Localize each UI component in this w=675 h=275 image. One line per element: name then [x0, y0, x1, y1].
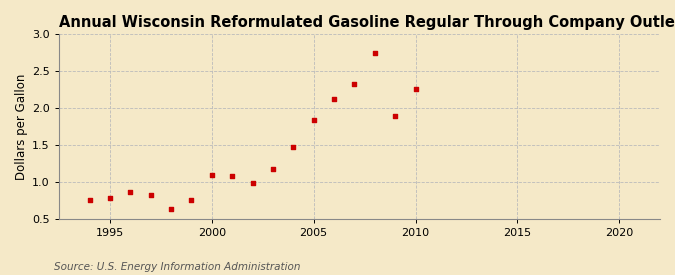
Point: [105, 196, 115, 200]
Point: [227, 174, 238, 178]
Point: [369, 51, 380, 55]
Point: [308, 118, 319, 122]
Point: [329, 97, 340, 101]
Point: [389, 114, 400, 118]
Text: Annual Wisconsin Reformulated Gasoline Regular Through Company Outlets Price by : Annual Wisconsin Reformulated Gasoline R…: [59, 15, 675, 30]
Point: [186, 198, 197, 203]
Point: [410, 87, 421, 91]
Point: [84, 197, 95, 202]
Point: [165, 207, 176, 211]
Point: [267, 167, 278, 172]
Point: [247, 181, 258, 186]
Point: [288, 145, 298, 149]
Point: [349, 81, 360, 86]
Point: [125, 189, 136, 194]
Text: Source: U.S. Energy Information Administration: Source: U.S. Energy Information Administ…: [54, 262, 300, 272]
Point: [207, 173, 217, 177]
Y-axis label: Dollars per Gallon: Dollars per Gallon: [15, 73, 28, 180]
Point: [145, 192, 156, 197]
